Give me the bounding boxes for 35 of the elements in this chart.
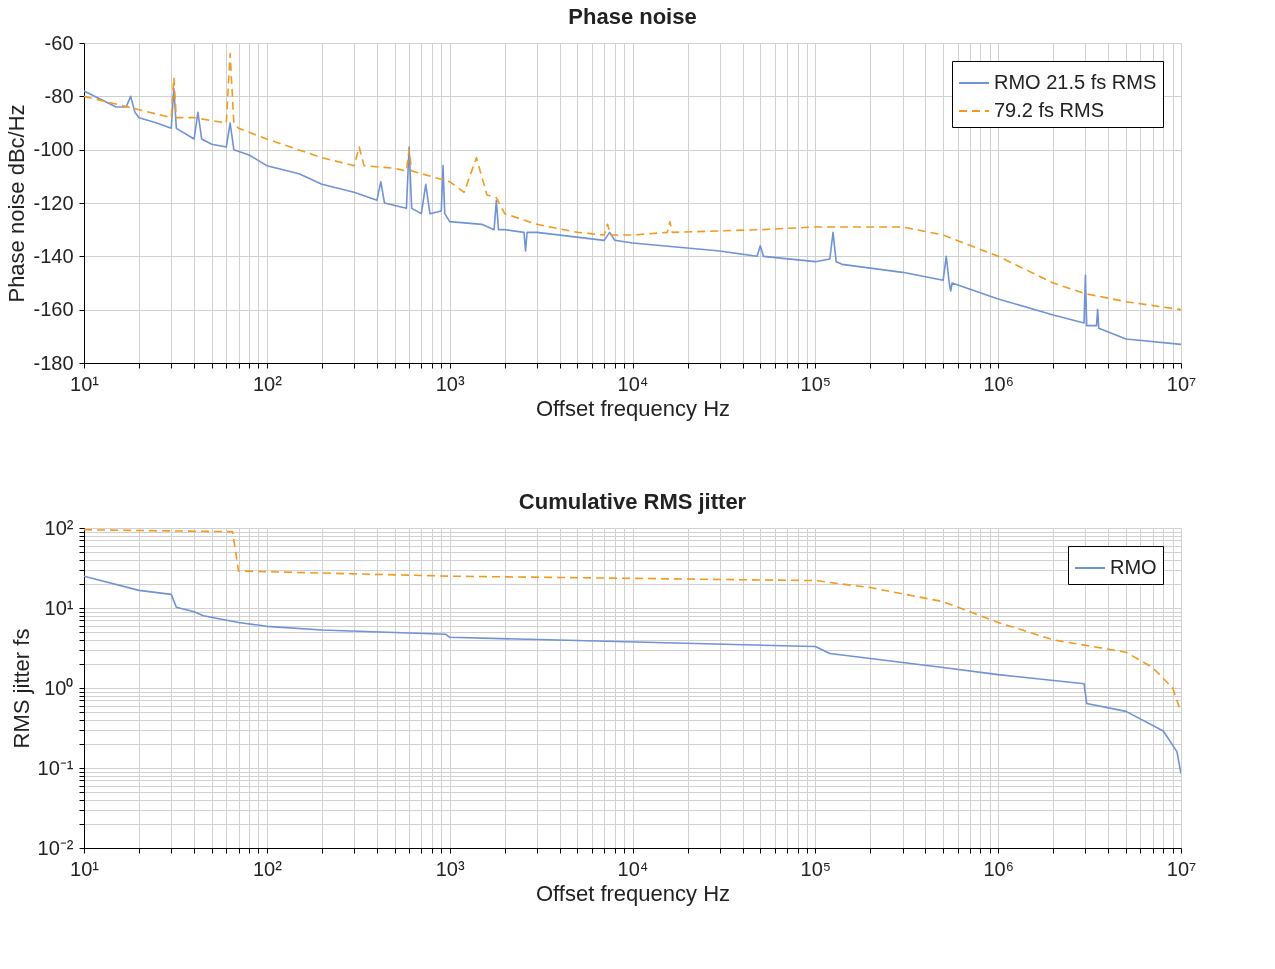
x-tick-label: 10⁶ xyxy=(983,372,1014,395)
x-tick-label: 10⁵ xyxy=(800,857,832,880)
x-tick-label: 10⁷ xyxy=(1166,857,1197,880)
y-tick-label: 10¹ xyxy=(44,596,74,619)
y-tick-label: 10⁰ xyxy=(44,676,74,699)
y-tick-label: -160 xyxy=(33,298,74,321)
x-tick-label: 10⁴ xyxy=(617,857,649,880)
y-axis-title: Phase noise dBc/Hz xyxy=(4,104,30,303)
chart-title: Phase noise xyxy=(568,4,697,29)
x-tick-label: 10³ xyxy=(435,372,465,395)
y-tick-label: -120 xyxy=(33,191,74,214)
x-axis-title: Offset frequency Hz xyxy=(535,880,731,906)
y-tick-label: -60 xyxy=(44,31,74,54)
y-tick-label: 10⁻² xyxy=(37,836,74,859)
y-tick-label: -180 xyxy=(33,351,74,374)
legend-label: RMO 21.5 fs RMS xyxy=(994,71,1157,93)
x-tick-label: 10⁴ xyxy=(617,372,649,395)
x-tick-label: 10² xyxy=(252,857,283,880)
x-tick-label: 10¹ xyxy=(70,372,100,395)
y-tick-label: 10⁻¹ xyxy=(37,756,74,779)
legend-label: RMO xyxy=(1110,556,1157,578)
y-tick-label: -80 xyxy=(44,84,74,107)
y-tick-label: 10² xyxy=(44,516,74,539)
y-tick-label: -100 xyxy=(33,138,74,161)
chart-title: Cumulative RMS jitter xyxy=(518,489,747,514)
x-tick-label: 10² xyxy=(252,372,283,395)
legend-label: 79.2 fs RMS xyxy=(994,99,1105,121)
x-axis-title: Offset frequency Hz xyxy=(535,395,731,421)
x-tick-label: 10⁵ xyxy=(800,372,832,395)
x-tick-label: 10³ xyxy=(435,857,465,880)
y-axis-title: RMS jitter fs xyxy=(8,628,34,749)
x-tick-label: 10¹ xyxy=(70,857,100,880)
y-tick-label: -140 xyxy=(33,244,74,267)
x-tick-label: 10⁷ xyxy=(1166,372,1197,395)
x-tick-label: 10⁶ xyxy=(983,857,1014,880)
